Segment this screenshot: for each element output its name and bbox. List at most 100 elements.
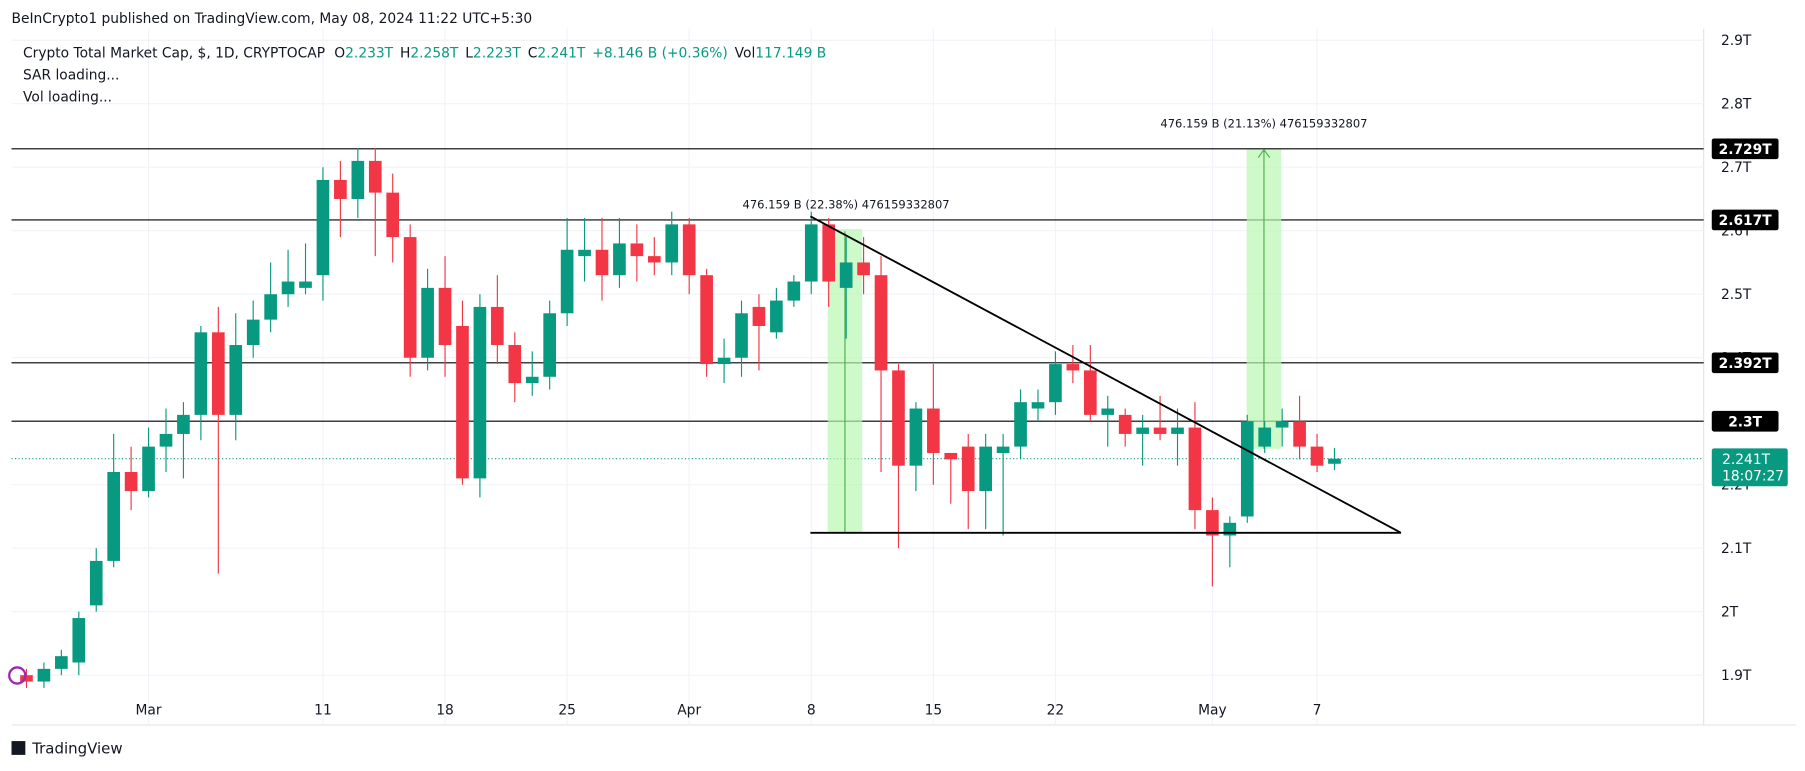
candle-body <box>456 325 469 479</box>
axis: 1.9T2T2.1T2.2T2.3T2.4T2.5T2.6T2.7T2.8T2.… <box>136 33 1788 719</box>
candle-body <box>1275 421 1289 428</box>
candle-body <box>560 249 574 314</box>
candle-body <box>839 262 853 288</box>
ohlc-value: 2.258T <box>410 46 459 62</box>
candle-body <box>927 408 940 453</box>
level-label-box <box>1711 209 1779 231</box>
candle-body <box>613 243 626 276</box>
candle-body <box>1101 408 1115 415</box>
y-tick-label: 1.9T <box>1721 668 1752 684</box>
candle-body <box>229 345 243 415</box>
candle-body <box>525 376 539 384</box>
candle-body <box>334 179 347 199</box>
candle-body <box>1188 427 1202 511</box>
y-tick-label: 2.1T <box>1721 541 1752 557</box>
candle-body <box>1310 446 1324 466</box>
candle-body <box>787 281 801 301</box>
x-tick-label: Mar <box>136 703 162 719</box>
level-label: 2.617T <box>1719 213 1773 229</box>
measure-arrow-head <box>1257 148 1271 158</box>
candle-body <box>246 319 260 346</box>
ohlc-key: L <box>465 46 473 62</box>
candle-body <box>1136 427 1149 434</box>
level-label-box <box>1711 138 1779 160</box>
candle-body <box>1153 427 1167 434</box>
candle-body <box>804 224 818 282</box>
candle-body <box>1049 364 1062 403</box>
candle-body <box>177 414 190 434</box>
candle-body <box>281 281 295 295</box>
trend-line <box>809 215 1402 534</box>
candle-body <box>508 345 522 384</box>
candle-body <box>682 224 696 276</box>
level-label-box <box>1711 352 1779 374</box>
ohlc-key: C <box>528 46 538 62</box>
y-tick-label: 2.7T <box>1721 160 1752 176</box>
level-label: 2.3T <box>1728 414 1762 430</box>
x-tick-label: 22 <box>1047 703 1065 719</box>
candle-body <box>421 287 434 358</box>
y-tick-label: 2.8T <box>1721 96 1752 112</box>
candle-body <box>107 472 121 561</box>
x-tick-label: 11 <box>314 703 332 719</box>
candle-body <box>961 446 975 492</box>
y-tick-label: 2.9T <box>1721 33 1752 49</box>
level-label: 2.392T <box>1719 356 1773 372</box>
x-tick-label: May <box>1198 703 1227 719</box>
candle-body <box>438 287 452 346</box>
candle-body <box>944 452 958 460</box>
candle-body <box>770 300 783 333</box>
x-tick-label: 7 <box>1313 703 1322 719</box>
brand-icon <box>11 741 26 755</box>
last-price-label: 2.241T <box>1722 452 1771 468</box>
candle-body <box>1066 364 1080 371</box>
candle-body <box>473 306 487 479</box>
candle-body <box>822 224 836 282</box>
ohlc-value: 2.241T <box>537 46 586 62</box>
x-tick-label: 8 <box>807 703 816 719</box>
candle-body <box>909 408 923 466</box>
candle-body <box>700 275 713 365</box>
candle-body <box>491 306 504 346</box>
candle-body <box>717 357 731 365</box>
x-tick-label: Apr <box>677 703 701 719</box>
legend: Crypto Total Market Cap, $, 1D, CRYPTOCA… <box>23 46 826 62</box>
candle-body <box>1206 510 1219 536</box>
candle-body <box>1014 402 1027 447</box>
candle-body <box>1031 402 1045 409</box>
level-label-box <box>1711 410 1779 432</box>
vol-key: Vol <box>735 46 756 62</box>
candle-body <box>316 179 330 276</box>
x-tick-label: 18 <box>436 703 454 719</box>
candle-body <box>665 224 679 263</box>
candle-body <box>299 281 312 288</box>
symbol: Crypto Total Market Cap, $, 1D, CRYPTOCA… <box>23 46 325 62</box>
candle-body <box>159 433 173 447</box>
candle-body <box>20 675 33 682</box>
candle-body <box>386 192 400 238</box>
measure-label: 476.159 B (21.13%) 476159332807 <box>1160 117 1367 131</box>
candle-body <box>1258 427 1272 447</box>
last-price-box <box>1711 448 1788 487</box>
ohlc-value: 2.233T <box>345 46 394 62</box>
ohlc-value: 2.223T <box>473 46 522 62</box>
candle-body <box>578 249 591 257</box>
candle-body <box>595 249 609 276</box>
candle-body <box>72 618 86 663</box>
candle-body <box>1240 421 1254 517</box>
y-tick-label: 2.5T <box>1721 287 1752 303</box>
candle-body <box>874 275 888 371</box>
candle-body <box>142 446 155 492</box>
grid <box>11 28 1796 726</box>
candle-body <box>647 256 661 263</box>
ohlc-key: O <box>334 46 345 62</box>
candle-body <box>368 160 382 193</box>
candle-body <box>996 446 1010 453</box>
change: +8.146 B (+0.36%) <box>592 46 727 62</box>
ohlc-key: H <box>400 46 410 62</box>
candle-body <box>752 306 766 326</box>
indicator: SAR loading... <box>23 67 119 83</box>
candle-body <box>979 446 993 492</box>
candle-body <box>892 370 905 466</box>
